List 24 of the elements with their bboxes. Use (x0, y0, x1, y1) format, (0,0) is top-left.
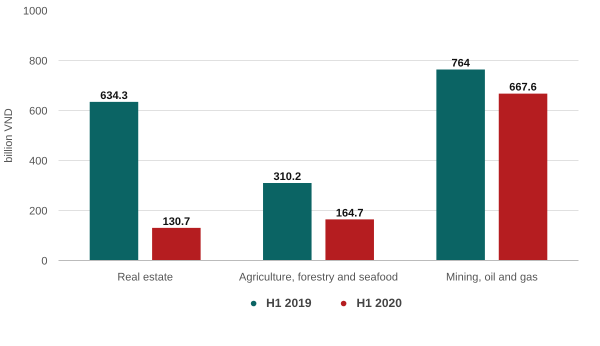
data-label: 764 (451, 58, 471, 70)
legend-label: H1 2020 (356, 296, 402, 310)
y-tick-label: 800 (29, 56, 48, 68)
data-label: 164.7 (336, 207, 364, 220)
x-tick-label: Real estate (117, 272, 173, 284)
y-tick-label: 200 (29, 206, 48, 218)
x-tick-label: Mining, oil and gas (446, 272, 538, 284)
x-tick-label: Agriculture, forestry and seafood (239, 272, 398, 284)
bar (263, 182, 312, 260)
bar (436, 70, 485, 260)
y-tick-label: 600 (29, 106, 48, 118)
data-label: 310.2 (274, 170, 302, 183)
bar (498, 94, 548, 260)
y-tick-label: 400 (29, 156, 48, 168)
data-label: 667.6 (509, 82, 537, 94)
bar (325, 219, 374, 260)
y-tick-label: 0 (41, 256, 48, 268)
legend-label: H1 2019 (266, 296, 312, 310)
y-tick-label: 1000 (23, 6, 48, 18)
data-label: 130.7 (162, 216, 190, 228)
data-label: 634.3 (100, 90, 128, 102)
bar (152, 228, 201, 260)
bar (90, 102, 138, 260)
y-axis-title: billion VND (3, 108, 16, 163)
